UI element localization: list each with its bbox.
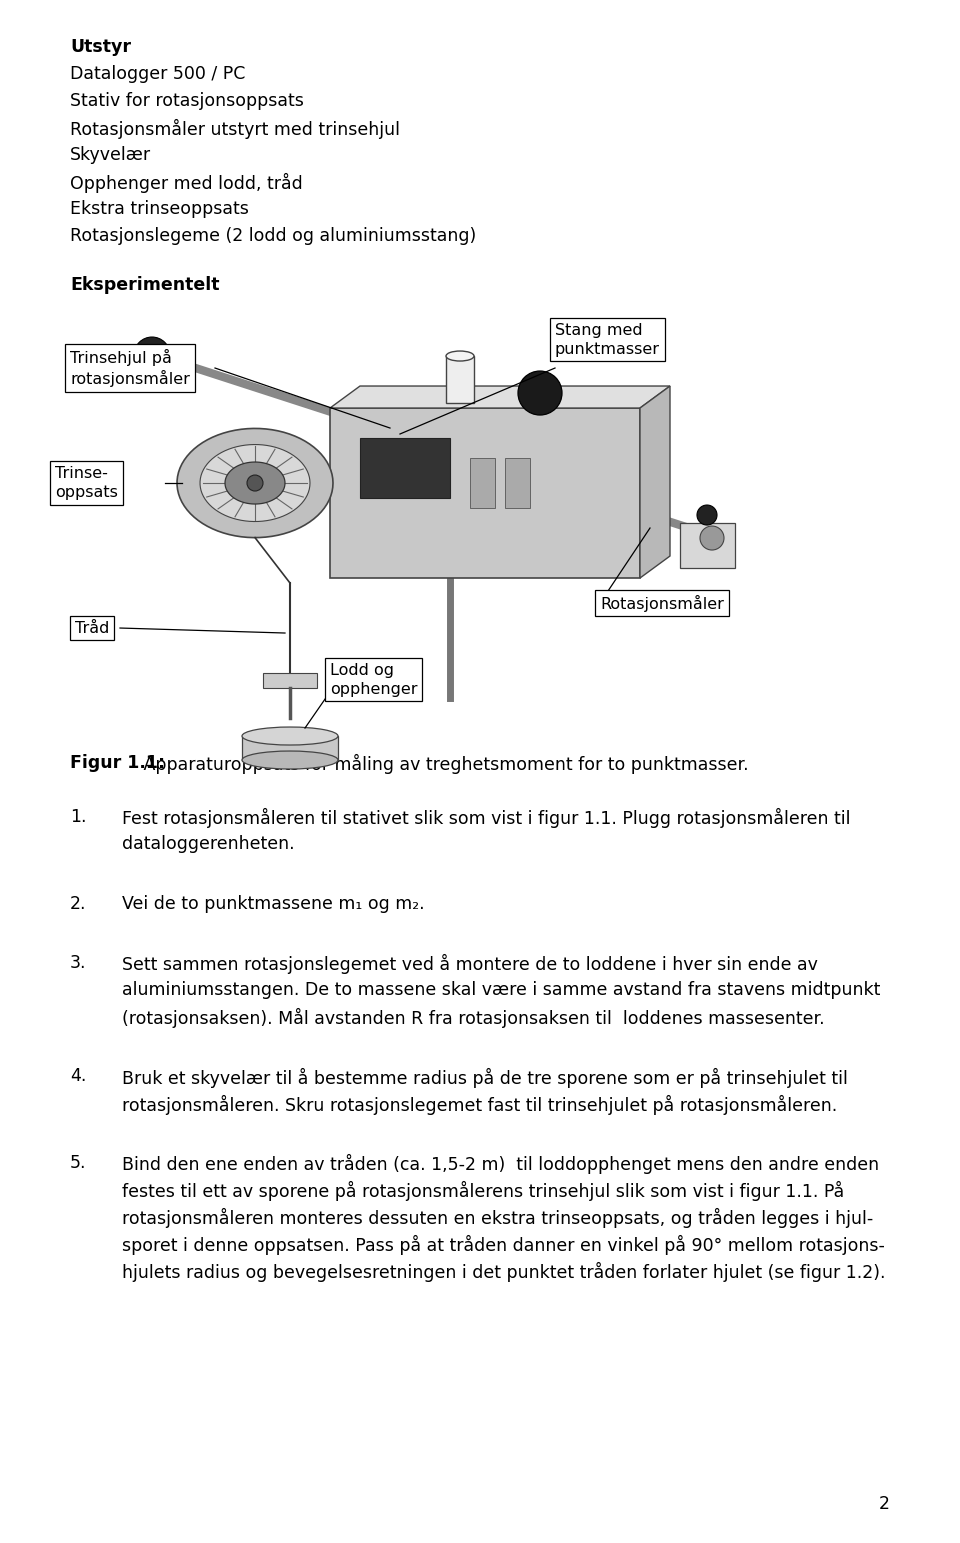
Text: Lodd og
opphenger: Lodd og opphenger bbox=[330, 663, 418, 696]
Polygon shape bbox=[263, 673, 317, 688]
Polygon shape bbox=[680, 523, 735, 568]
Text: Stativ for rotasjonsoppsats: Stativ for rotasjonsoppsats bbox=[70, 93, 304, 110]
Text: 3.: 3. bbox=[70, 954, 86, 972]
Text: rotasjonsmåleren. Skru rotasjonslegemet fast til trinsehjulet på rotasjonsmålere: rotasjonsmåleren. Skru rotasjonslegemet … bbox=[122, 1094, 837, 1114]
Text: Vei de to punktmassene m₁ og m₂.: Vei de to punktmassene m₁ og m₂. bbox=[122, 895, 424, 912]
Text: 5.: 5. bbox=[70, 1154, 86, 1171]
Polygon shape bbox=[360, 438, 450, 498]
Circle shape bbox=[134, 336, 170, 373]
Text: festes til ett av sporene på rotasjonsmålerens trinsehjul slik som vist i figur : festes til ett av sporene på rotasjonsmå… bbox=[122, 1180, 845, 1200]
Ellipse shape bbox=[242, 727, 338, 745]
Text: Figur 1.1:: Figur 1.1: bbox=[70, 755, 165, 772]
Text: Sett sammen rotasjonslegemet ved å montere de to loddene i hver sin ende av: Sett sammen rotasjonslegemet ved å monte… bbox=[122, 954, 818, 974]
Polygon shape bbox=[330, 386, 670, 407]
Text: Tråd: Tråd bbox=[75, 620, 109, 636]
Text: 1.: 1. bbox=[70, 809, 86, 826]
Polygon shape bbox=[446, 356, 474, 403]
Text: Rotasjonsmåler utstyrt med trinsehjul: Rotasjonsmåler utstyrt med trinsehjul bbox=[70, 119, 400, 139]
Polygon shape bbox=[470, 458, 495, 508]
Text: Eksperimentelt: Eksperimentelt bbox=[70, 276, 220, 293]
Polygon shape bbox=[200, 444, 310, 522]
Text: Trinse-
oppsats: Trinse- oppsats bbox=[55, 466, 118, 500]
Text: 4.: 4. bbox=[70, 1068, 86, 1085]
Text: Trinsehjul på
rotasjonsmåler: Trinsehjul på rotasjonsmåler bbox=[70, 349, 190, 387]
Circle shape bbox=[518, 370, 562, 415]
Circle shape bbox=[700, 526, 724, 549]
Text: Skyvelær: Skyvelær bbox=[70, 147, 152, 164]
Ellipse shape bbox=[446, 350, 474, 361]
Text: hjulets radius og bevegelsesretningen i det punktet tråden forlater hjulet (se f: hjulets radius og bevegelsesretningen i … bbox=[122, 1262, 885, 1282]
Text: Apparaturoppsats for måling av treghetsmoment for to punktmasser.: Apparaturoppsats for måling av treghetsm… bbox=[138, 755, 749, 775]
Text: 2: 2 bbox=[879, 1495, 890, 1514]
Text: Fest rotasjonsmåleren til stativet slik som vist i figur 1.1. Plugg rotasjonsmål: Fest rotasjonsmåleren til stativet slik … bbox=[122, 809, 851, 829]
Text: Stang med
punktmasser: Stang med punktmasser bbox=[555, 322, 660, 356]
Polygon shape bbox=[640, 386, 670, 579]
Text: Rotasjonslegeme (2 lodd og aluminiumsstang): Rotasjonslegeme (2 lodd og aluminiumssta… bbox=[70, 227, 476, 245]
Text: (rotasjonsaksen). Mål avstanden R fra rotasjonsaksen til  loddenes massesenter.: (rotasjonsaksen). Mål avstanden R fra ro… bbox=[122, 1008, 825, 1028]
Text: Opphenger med lodd, tråd: Opphenger med lodd, tråd bbox=[70, 173, 302, 193]
Circle shape bbox=[247, 475, 263, 491]
Polygon shape bbox=[225, 461, 285, 505]
Text: Bruk et skyvelær til å bestemme radius på de tre sporene som er på trinsehjulet : Bruk et skyvelær til å bestemme radius p… bbox=[122, 1068, 848, 1088]
Text: sporet i denne oppsatsen. Pass på at tråden danner en vinkel på 90° mellom rotas: sporet i denne oppsatsen. Pass på at trå… bbox=[122, 1234, 885, 1254]
Text: 2.: 2. bbox=[70, 895, 86, 912]
Circle shape bbox=[697, 505, 717, 525]
Text: dataloggerenheten.: dataloggerenheten. bbox=[122, 835, 295, 853]
Text: Bind den ene enden av tråden (ca. 1,5-2 m)  til loddopphenget mens den andre end: Bind den ene enden av tråden (ca. 1,5-2 … bbox=[122, 1154, 879, 1174]
Polygon shape bbox=[330, 407, 640, 579]
Ellipse shape bbox=[242, 751, 338, 768]
Polygon shape bbox=[177, 429, 333, 537]
Text: Ekstra trinseoppsats: Ekstra trinseoppsats bbox=[70, 201, 249, 218]
Polygon shape bbox=[242, 736, 338, 761]
Polygon shape bbox=[505, 458, 530, 508]
Text: Datalogger 500 / PC: Datalogger 500 / PC bbox=[70, 65, 246, 83]
Text: Utstyr: Utstyr bbox=[70, 39, 132, 56]
Text: rotasjonsmåleren monteres dessuten en ekstra trinseoppsats, og tråden legges i h: rotasjonsmåleren monteres dessuten en ek… bbox=[122, 1208, 874, 1228]
Text: aluminiumsstangen. De to massene skal være i samme avstand fra stavens midtpunkt: aluminiumsstangen. De to massene skal væ… bbox=[122, 981, 880, 998]
Text: Rotasjonsmåler: Rotasjonsmåler bbox=[600, 594, 724, 611]
